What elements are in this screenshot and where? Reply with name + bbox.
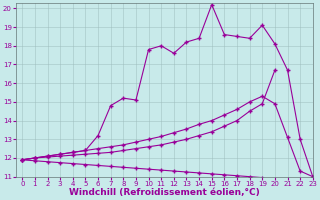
- X-axis label: Windchill (Refroidissement éolien,°C): Windchill (Refroidissement éolien,°C): [69, 188, 260, 197]
